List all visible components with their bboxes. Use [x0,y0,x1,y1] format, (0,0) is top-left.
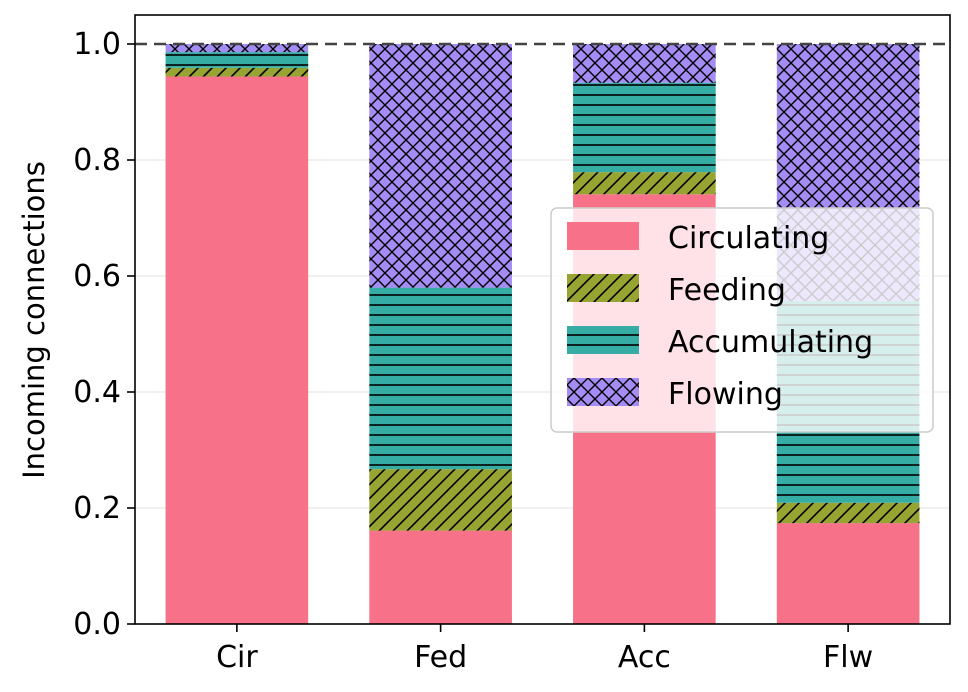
bars-layer [165,44,920,625]
x-tick-label-cir: Cir [216,640,258,675]
bar-circulating-fed [369,530,512,624]
legend-label-circulating: Circulating [668,221,829,256]
bar-circulating-flw [776,523,920,624]
bar-hatch-accumulating-fed [369,287,512,470]
plot-frame [134,14,951,625]
y-axis-label: Incoming connections [17,161,51,479]
legend-label-accumulating: Accumulating [668,325,873,360]
legend-swatch-circulating [567,222,639,250]
legend-label-feeding: Feeding [668,273,786,308]
bar-hatch-flowing-fed [369,44,512,288]
y-tick-label-4: 0.8 [73,143,121,178]
legend-box [550,207,934,433]
ticks-layer: 0.0 0.2 0.4 0.6 0.8 1.0 Cir Fed Acc Flw [73,27,873,675]
bar-hatch-accumulating-cir [165,52,309,68]
legend-swatch-hatch-feeding [567,274,639,302]
bar-hatch-feeding-cir [165,67,309,77]
bar-hatch-flowing-acc [573,44,716,83]
x-tick-label-flw: Flw [823,640,873,675]
bar-circulating-cir [165,76,309,625]
legend-swatch-hatch-flowing [567,378,639,406]
x-tick-label-fed: Fed [414,640,467,675]
legend[interactable]: Circulating Feeding Accumulating Flowing [550,207,934,433]
y-tick-label-0: 0.0 [73,607,121,642]
bar-hatch-feeding-flw [776,502,920,524]
y-tick-label-2: 0.4 [73,375,121,410]
y-tick-label-5: 1.0 [73,27,121,62]
y-tick-label-3: 0.6 [73,259,121,294]
y-tick-label-1: 0.2 [73,491,121,526]
legend-label-flowing: Flowing [668,377,783,412]
bar-hatch-feeding-acc [573,172,716,195]
bar-hatch-flowing-cir [165,44,309,53]
legend-swatch-hatch-accumulating [567,326,639,354]
x-tick-label-acc: Acc [618,640,671,675]
bar-hatch-feeding-fed [369,469,512,531]
bar-hatch-accumulating-acc [573,82,716,173]
